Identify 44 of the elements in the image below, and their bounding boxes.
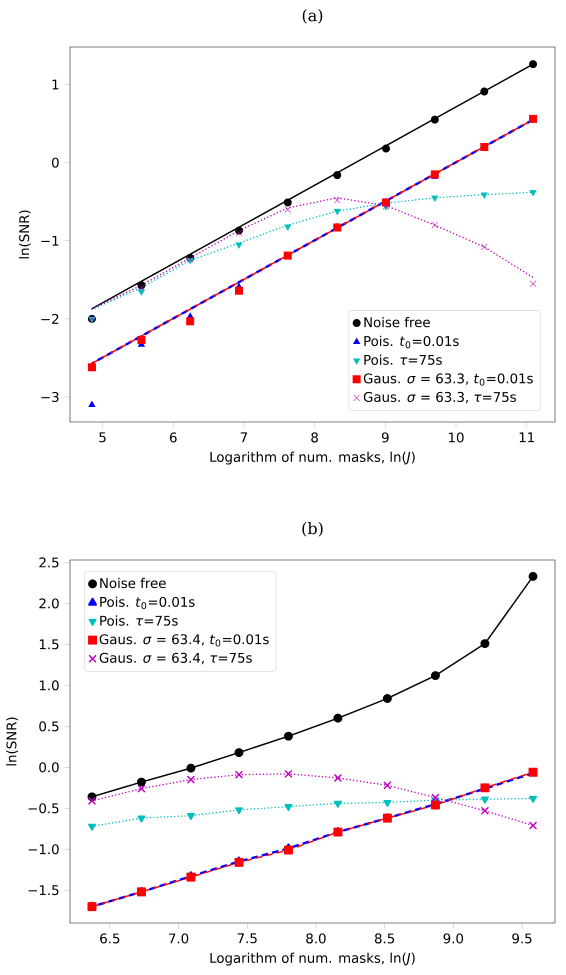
y-axis-title: ln(SNR) <box>6 718 18 766</box>
x-tick-label: 8.5 <box>374 933 394 944</box>
x-tick-label: 10 <box>448 432 464 442</box>
x-tick-label: 7 <box>240 432 248 442</box>
legend-label: Gaus. σ = 63.4, τ=75s <box>100 652 252 664</box>
chart-title: (a) <box>302 8 322 24</box>
legend-label: Pois. t$_{0}$=0.01s <box>100 596 195 610</box>
y-tick-label: 1 <box>52 80 58 90</box>
x-tick-label: 9 <box>382 432 389 442</box>
legend-label: Pois. τ=75s <box>364 354 442 365</box>
y-tick-label: 2.0 <box>39 598 59 608</box>
x-axis-title: Logarithm of num. masks, ln(J) <box>210 452 415 465</box>
y-tick-label: −1.5 <box>28 885 58 896</box>
legend-label: Gaus. σ = 63.4, t$_{0}$=0.01s <box>100 634 269 647</box>
y-tick-label: 1.0 <box>40 680 59 690</box>
y-tick-label: −1 <box>41 236 58 246</box>
y-tick-label: −1.0 <box>28 844 59 854</box>
x-tick-label: 7.5 <box>238 933 257 944</box>
y-axis-title: ln(SNR) <box>18 210 31 258</box>
y-tick-label: −2 <box>41 314 58 324</box>
x-tick-label: 9.0 <box>444 933 464 944</box>
legend-label: Pois. t$_{0}$=0.01s <box>364 336 459 348</box>
y-tick-label: 0 <box>52 158 59 168</box>
chart-title: (b) <box>302 522 323 537</box>
x-tick-label: 8 <box>311 432 318 442</box>
legend-label: Pois. τ=75s <box>100 615 178 626</box>
legend-label: Gaus. σ = 63.3, t$_{0}$=0.01s <box>364 373 533 386</box>
legend-label: Noise free <box>100 578 166 588</box>
x-tick-label: 11 <box>520 432 534 442</box>
x-tick-label: 5 <box>99 432 106 442</box>
x-tick-label: 6 <box>170 432 177 442</box>
x-tick-label: 9.5 <box>512 933 532 944</box>
y-tick-label: −0.5 <box>28 803 58 814</box>
y-tick-label: 2.5 <box>39 557 58 568</box>
y-tick-label: 0.5 <box>39 721 58 732</box>
x-tick-label: 8.0 <box>306 933 326 944</box>
x-tick-label: 7.0 <box>169 933 188 944</box>
x-tick-label: 6.5 <box>100 933 120 944</box>
y-tick-label: −3 <box>41 392 59 402</box>
y-tick-label: 0.0 <box>39 762 59 772</box>
legend-label: Noise free <box>364 316 430 328</box>
x-axis-title: Logarithm of num. masks, ln(J) <box>210 952 415 966</box>
y-tick-label: 1.5 <box>40 639 58 650</box>
legend-label: Gaus. σ = 63.3, τ=75s <box>364 392 516 404</box>
